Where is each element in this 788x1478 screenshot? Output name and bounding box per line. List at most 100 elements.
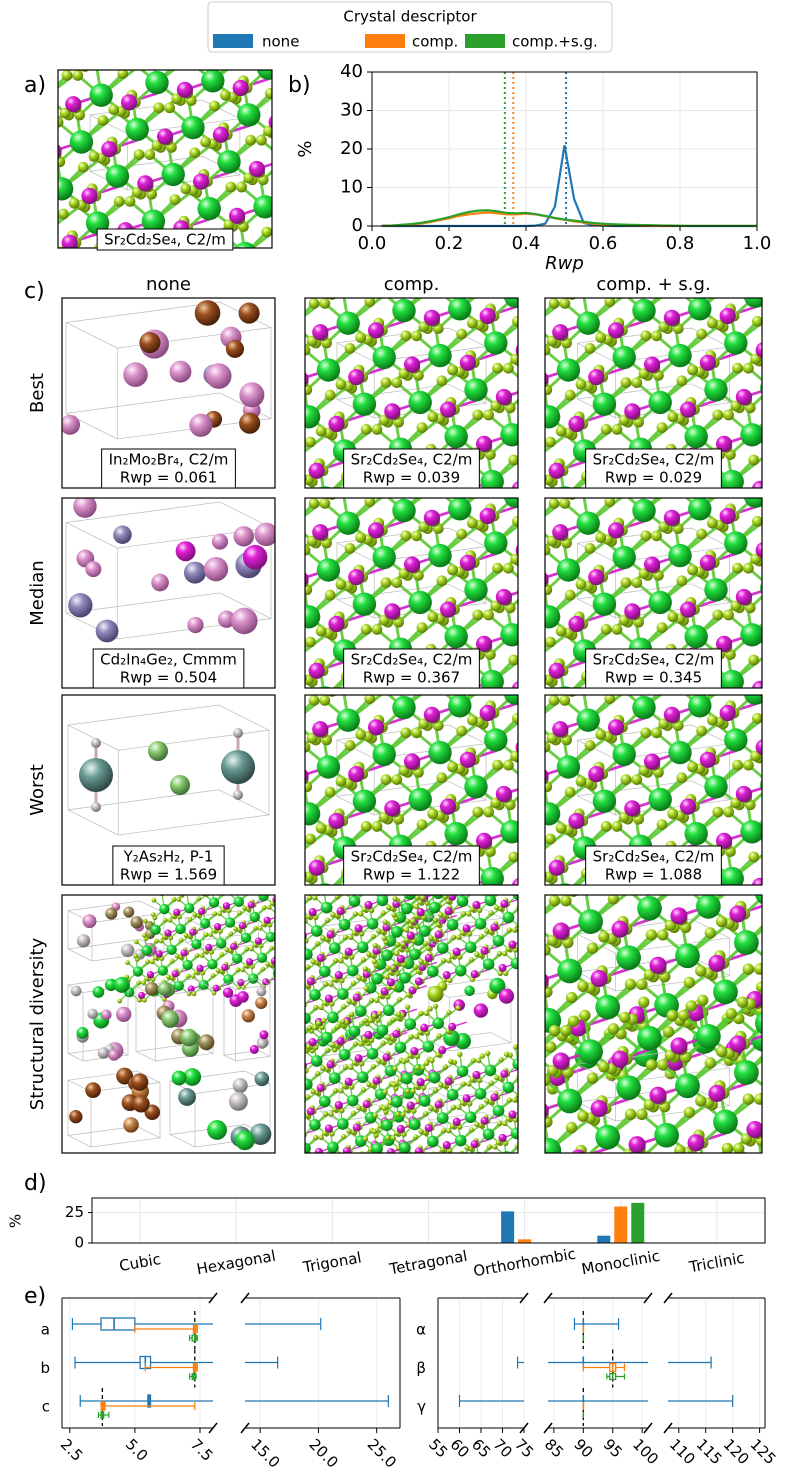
- bond: [772, 588, 788, 606]
- atom: [162, 917, 168, 923]
- bond: [288, 895, 298, 903]
- atom: [281, 710, 304, 733]
- atom: [529, 509, 545, 525]
- atom: [772, 269, 783, 280]
- atom: [381, 935, 387, 941]
- atom: [476, 435, 493, 452]
- atom: [198, 1034, 215, 1051]
- atom: [308, 298, 320, 309]
- bond: [326, 889, 338, 893]
- bond: [515, 695, 518, 697]
- atom: [413, 913, 420, 920]
- atom: [320, 901, 333, 914]
- atom: [318, 965, 331, 978]
- atom: [523, 516, 534, 527]
- bond: [768, 321, 788, 341]
- atom: [640, 530, 652, 542]
- atom: [125, 960, 130, 965]
- atom: [289, 509, 305, 525]
- atom: [500, 899, 509, 909]
- atom: [280, 392, 291, 403]
- atom: [362, 970, 371, 979]
- atom: [408, 948, 421, 961]
- atom: [293, 102, 316, 125]
- atom: [638, 368, 650, 379]
- atom: [192, 912, 198, 917]
- atom: [336, 311, 360, 335]
- atom: [399, 971, 411, 984]
- atom: [186, 991, 192, 997]
- atom: [139, 332, 161, 354]
- atom: [203, 557, 229, 582]
- atom: [476, 888, 481, 893]
- bond: [273, 960, 275, 962]
- atom: [157, 965, 168, 976]
- atom: [500, 820, 518, 844]
- atom: [292, 899, 297, 904]
- atom: [278, 424, 289, 435]
- atom: [282, 981, 287, 986]
- atom: [364, 298, 376, 307]
- atom: [651, 727, 662, 739]
- atom: [761, 550, 762, 557]
- atom: [144, 976, 150, 981]
- atom: [520, 576, 543, 599]
- atom: [530, 507, 541, 518]
- atom: [58, 177, 74, 201]
- bond: [278, 1062, 289, 1072]
- atom: [297, 918, 302, 923]
- bond: [0, 263, 22, 283]
- atom: [512, 680, 518, 688]
- atom: [464, 775, 488, 799]
- atom: [257, 699, 280, 722]
- atom: [444, 907, 453, 916]
- atom: [346, 964, 359, 977]
- atom: [142, 918, 148, 924]
- atom: [219, 952, 225, 957]
- atom: [354, 924, 363, 933]
- bond: [283, 1032, 295, 1042]
- atom: [620, 577, 632, 588]
- atom: [308, 498, 320, 509]
- atom: [488, 910, 494, 916]
- atom: [224, 917, 236, 928]
- atom: [484, 895, 497, 907]
- atom: [289, 742, 300, 753]
- atom: [228, 1091, 248, 1111]
- bond: [523, 826, 528, 860]
- bond: [289, 932, 301, 941]
- atom: [356, 975, 362, 981]
- atom: [405, 992, 412, 998]
- bond: [0, 191, 6, 211]
- atom: [600, 821, 612, 832]
- bond: [24, 97, 46, 117]
- legend-frame: [207, 1, 613, 53]
- atom: [521, 313, 544, 336]
- atom: [516, 904, 518, 910]
- atom: [555, 822, 567, 834]
- atom: [332, 958, 339, 964]
- bond: [253, 588, 293, 619]
- atom: [720, 469, 744, 488]
- atom: [584, 343, 596, 354]
- atom: [235, 967, 241, 973]
- atom: [183, 933, 189, 938]
- atom: [743, 562, 754, 574]
- atom: [489, 977, 506, 994]
- atom: [427, 808, 439, 820]
- atom: [743, 759, 754, 771]
- atom: [162, 997, 167, 1002]
- atom: [296, 901, 301, 906]
- atom: [528, 894, 536, 902]
- atom: [530, 307, 541, 318]
- atom: [257, 1038, 268, 1049]
- atom: [459, 930, 466, 936]
- atom: [781, 502, 788, 513]
- atom: [744, 298, 762, 308]
- atom: [38, 255, 49, 266]
- atom: [270, 901, 275, 906]
- atom: [200, 136, 212, 148]
- atom: [186, 727, 197, 738]
- bond: [283, 826, 288, 860]
- bond: [294, 961, 297, 978]
